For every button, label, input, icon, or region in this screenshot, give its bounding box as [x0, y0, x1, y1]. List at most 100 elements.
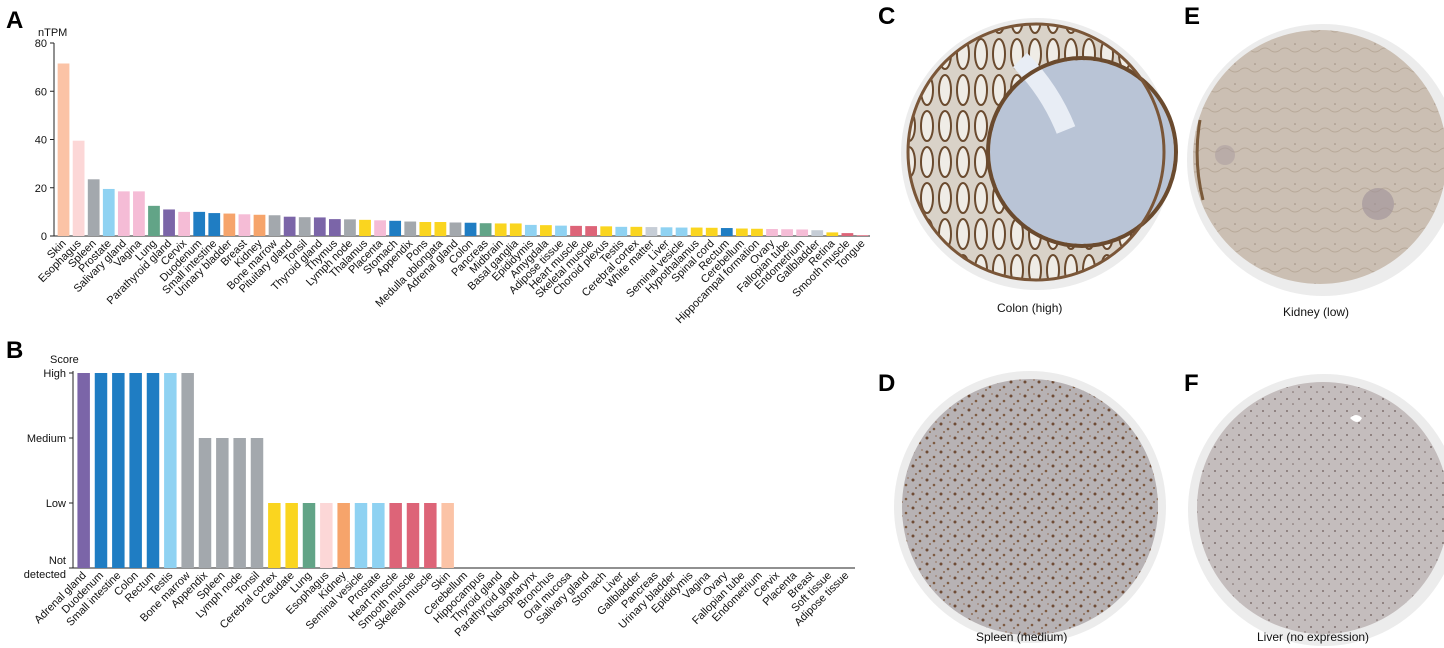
y-tick-label-a: 60 — [35, 86, 47, 98]
bar-b-kidney — [337, 503, 350, 568]
bar-a-cervix — [178, 211, 191, 236]
bar-a-testis — [615, 226, 628, 236]
bar-a-thyroid-gland — [313, 217, 326, 236]
bar-a-ovary — [766, 229, 778, 236]
bar-a-endometrium — [796, 229, 809, 236]
bar-a-hypothalamus — [690, 227, 703, 236]
bar-b-prostate — [372, 503, 385, 568]
bar-b-caudate — [285, 503, 298, 568]
bar-a-medulla-oblongata — [434, 222, 447, 236]
bar-a-duodenum — [193, 211, 206, 236]
bar-a-rectum — [720, 228, 733, 236]
bar-a-colon — [464, 222, 477, 236]
bar-a-retina — [826, 232, 839, 236]
bar-a-adrenal-gland — [449, 222, 462, 236]
bar-b-spleen — [216, 438, 229, 568]
bar-b-skeletal-muscle — [424, 503, 437, 568]
bar-a-pancreas — [479, 223, 492, 236]
bar-b-lung — [302, 503, 316, 568]
bar-a-liver — [660, 227, 673, 236]
bar-a-skeletal-muscle — [585, 226, 598, 236]
bar-a-midbrain — [494, 223, 507, 236]
bar-a-small-intestine — [208, 213, 221, 236]
bar-a-pons — [419, 222, 432, 236]
bar-a-choroid-plexus — [600, 226, 613, 236]
bar-b-skin — [441, 503, 454, 568]
bar-b-bone-marrow — [181, 373, 194, 568]
bar-a-smooth-muscle — [841, 233, 854, 236]
spleen-tissue-image — [894, 371, 1166, 643]
bar-a-thymus — [328, 219, 341, 236]
bar-b-adrenal-gland — [77, 373, 90, 568]
bar-b-small-intestine — [112, 373, 125, 568]
bar-b-smooth-muscle — [406, 503, 420, 568]
y-tick-label-a: 20 — [35, 183, 47, 195]
bar-b-rectum — [146, 373, 160, 568]
bar-b-appendix — [198, 438, 212, 568]
y-tick-label-b: Low — [46, 498, 66, 510]
bar-b-cerebral-cortex — [268, 503, 281, 568]
bar-a-skin — [57, 63, 70, 236]
bar-a-prostate — [102, 188, 115, 236]
caption-colon: Colon (high) — [997, 301, 1062, 315]
y-tick-label-a: 40 — [35, 135, 47, 147]
bar-a-thalamus — [359, 219, 371, 236]
bar-a-kidney — [253, 214, 266, 236]
bar-a-placenta — [374, 220, 386, 236]
bar-b-testis — [164, 373, 177, 568]
bar-a-cerebellum — [735, 228, 748, 236]
y-tick-label-a: 0 — [41, 231, 47, 243]
panel-label-c: C — [878, 3, 895, 30]
bar-a-salivary-gland — [117, 191, 130, 236]
liver-tissue-image — [1188, 374, 1444, 646]
bar-a-adipose-tissue — [555, 225, 567, 236]
bar-a-appendix — [404, 221, 417, 236]
panel-label-a: A — [6, 7, 23, 34]
caption-kidney: Kidney (low) — [1283, 305, 1349, 319]
y-tick-label-b: High — [43, 368, 66, 380]
y-tick-label-b: detected — [24, 569, 66, 581]
bar-a-bone-marrow — [268, 215, 281, 236]
bar-a-breast — [238, 214, 251, 236]
panel-label-f: F — [1184, 370, 1199, 397]
bar-a-esophagus — [72, 140, 85, 236]
bar-a-spleen — [87, 179, 100, 236]
bar-b-tonsil — [250, 438, 264, 568]
panel-label-b: B — [6, 337, 23, 364]
bar-a-lymph-node — [344, 219, 356, 236]
y-tick-label-b: Not — [49, 555, 66, 567]
y-axis-label-b: Score — [50, 354, 79, 366]
bar-a-tonsil — [298, 217, 311, 236]
bar-a-tongue — [856, 235, 869, 236]
caption-liver: Liver (no expression) — [1257, 630, 1369, 644]
bar-a-hippocampal-formation — [751, 228, 763, 236]
bar-b-duodenum — [94, 373, 108, 568]
bar-a-cerebral-cortex — [630, 226, 643, 236]
bar-a-spinal-cord — [705, 227, 718, 236]
bar-a-basal-ganglia — [509, 223, 522, 236]
bar-a-white-matter — [645, 227, 658, 236]
y-tick-label-a: 80 — [35, 38, 47, 50]
bar-a-amygdala — [540, 225, 552, 236]
bar-a-gallbladder — [811, 230, 824, 236]
bar-a-parathyroid-gland — [163, 209, 175, 236]
bar-a-fallopian-tube — [781, 229, 793, 236]
y-tick-label-b: Medium — [27, 433, 66, 445]
bar-a-stomach — [389, 220, 402, 236]
bar-b-esophagus — [320, 503, 333, 568]
bar-a-epididymis — [524, 224, 537, 236]
bar-a-urinary-bladder — [223, 213, 236, 236]
caption-spleen: Spleen (medium) — [976, 630, 1067, 644]
bar-b-lymph-node — [233, 438, 246, 568]
bar-a-seminal-vesicle — [675, 227, 688, 236]
bar-a-vagina — [133, 191, 145, 236]
bar-b-seminal-vesicle — [354, 503, 368, 568]
bar-a-lung — [148, 205, 160, 236]
bar-b-colon — [129, 373, 142, 568]
y-axis-label-a: nTPM — [38, 27, 67, 39]
bar-b-heart-muscle — [389, 503, 402, 568]
panel-label-d: D — [878, 370, 895, 397]
panel-label-e: E — [1184, 3, 1200, 30]
